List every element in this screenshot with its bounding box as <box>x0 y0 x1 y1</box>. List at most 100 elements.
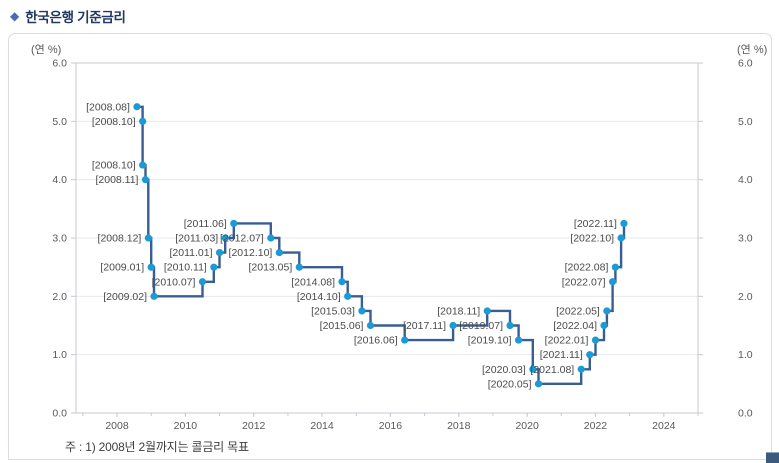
data-point-label: [2010.11] <box>164 262 207 274</box>
data-point-label: [2013.05] <box>248 262 292 274</box>
data-point-marker <box>139 117 147 125</box>
data-point-label: [2018.11] <box>437 305 480 317</box>
data-point-marker <box>366 321 375 330</box>
data-point-marker <box>150 292 158 300</box>
data-point-label: [2019.07] <box>459 320 503 332</box>
y-tick-label-left: 1.0 <box>52 349 67 361</box>
x-tick-label: 2014 <box>310 420 334 432</box>
x-tick-label: 2020 <box>515 420 539 432</box>
x-tick-label: 2024 <box>652 420 676 432</box>
y-tick-label-left: 3.0 <box>52 233 67 245</box>
data-point-label: [2011.01] <box>170 247 213 259</box>
data-point-marker <box>483 307 491 315</box>
x-tick-label: 2018 <box>447 420 471 432</box>
data-point-label: [2008.11] <box>95 174 138 186</box>
data-point-label: [2014.10] <box>297 291 341 303</box>
data-point-marker <box>139 161 147 169</box>
page-header: ◆ 한국은행 기준금리 <box>10 6 126 26</box>
data-point-label: [2020.03] <box>482 364 526 376</box>
data-point-label: [2021.11] <box>540 349 583 361</box>
y-tick-label-left: 4.0 <box>52 174 67 186</box>
base-rate-step-chart: 0.0 0.0 1.0 1.0 2.0 2.0 3.0 3.0 4.0 4.0 5.0 5.0 6.0 6… <box>52 58 753 433</box>
data-point-marker <box>267 234 275 242</box>
data-point-marker <box>611 263 620 271</box>
y-tick-label-left: 0.0 <box>52 408 67 420</box>
data-point-label: [2008.10] <box>92 160 136 172</box>
page-title: 한국은행 기준금리 <box>25 10 126 25</box>
data-point-label: [2016.06] <box>354 335 398 347</box>
x-tick-label: 2008 <box>105 420 129 432</box>
y-tick-label-left: 2.0 <box>52 291 67 303</box>
y-tick-label-right: 5.0 <box>738 116 753 128</box>
data-point-label: [2022.04] <box>553 320 597 332</box>
y-tick-label-right: 3.0 <box>738 233 753 245</box>
data-point-label: [2009.02] <box>103 291 147 303</box>
data-point-label: [2011.06] <box>184 218 227 230</box>
data-point-marker <box>534 380 543 388</box>
data-point-label: [2022.11] <box>574 218 617 230</box>
data-point-label: [2008.10] <box>92 116 136 128</box>
data-point-label: [2014.08] <box>291 276 335 288</box>
data-point-marker <box>600 321 608 330</box>
data-point-label: [2022.01] <box>545 335 589 347</box>
data-point-label: [2008.08] <box>86 101 130 113</box>
data-point-marker <box>577 365 585 373</box>
data-point-label: [2022.08] <box>565 262 609 274</box>
data-point-marker <box>344 292 352 300</box>
data-point-marker <box>529 365 537 373</box>
data-point-label: [2022.10] <box>570 233 614 245</box>
data-point-label: [2009.01] <box>100 262 144 274</box>
data-point-marker <box>230 219 238 228</box>
y-tick-label-left: 6.0 <box>52 58 67 70</box>
y-tick-label-right: 2.0 <box>738 291 753 303</box>
data-point-marker <box>449 321 457 330</box>
data-point-marker <box>215 248 224 257</box>
data-point-marker <box>358 307 366 315</box>
series-line <box>136 105 626 385</box>
data-point-marker <box>620 219 628 228</box>
data-point-label: [2015.06] <box>320 320 364 332</box>
data-point-label: [2010.07] <box>152 276 196 288</box>
y-tick-label-right: 4.0 <box>738 174 753 186</box>
data-point-marker <box>401 336 409 344</box>
data-point-label: [2020.05] <box>488 378 532 390</box>
data-point-marker <box>586 351 594 359</box>
data-point-marker <box>603 307 611 315</box>
x-tick-label: 2010 <box>174 420 198 432</box>
data-point-label: [2015.03] <box>311 305 355 317</box>
data-point-marker <box>141 176 150 184</box>
data-point-label: [2022.07] <box>562 276 606 288</box>
data-point-label: [2019.10] <box>468 335 512 347</box>
x-tick-label: 2012 <box>242 420 266 432</box>
data-point-marker <box>295 263 303 271</box>
data-point-marker <box>221 234 229 242</box>
x-tick-label: 2016 <box>379 420 403 432</box>
data-point-marker <box>338 278 346 286</box>
corner-button[interactable] <box>766 452 779 463</box>
data-point-marker <box>617 234 625 242</box>
data-point-marker <box>147 263 155 271</box>
y-tick-label-right: 0.0 <box>738 408 753 420</box>
data-point-label: [2011.03] <box>175 233 218 245</box>
y-tick-label-left: 5.0 <box>52 116 67 128</box>
y-tick-label-right: 1.0 <box>738 349 753 361</box>
data-point-marker <box>506 321 514 330</box>
chart-panel: (연 %) (연 %) 0.0 0.0 1.0 1.0 2.0 2.0 3.0 3.0 4.0 4… <box>8 33 772 460</box>
x-tick-label: 2022 <box>584 420 608 432</box>
data-point-label: [2022.05] <box>556 305 600 317</box>
data-point-marker <box>591 336 600 344</box>
data-point-marker <box>198 278 207 286</box>
data-point-label: [2021.08] <box>530 364 574 376</box>
data-point-marker <box>275 248 283 257</box>
data-point-marker <box>514 336 523 344</box>
chart-footnote: 주 : 1) 2008년 2월까지는 콜금리 목표 <box>65 440 249 454</box>
y-tick-label-right: 6.0 <box>738 58 753 70</box>
data-point-marker <box>133 103 141 111</box>
data-point-marker <box>608 278 617 286</box>
data-point-marker <box>210 263 218 271</box>
data-point-label: [2008.12] <box>98 233 142 245</box>
diamond-bullet-icon: ◆ <box>10 9 20 23</box>
data-point-label: [2012.10] <box>229 247 273 259</box>
data-point-label: [2012.07] <box>220 233 264 245</box>
data-point-label: [2017.11] <box>403 320 446 332</box>
